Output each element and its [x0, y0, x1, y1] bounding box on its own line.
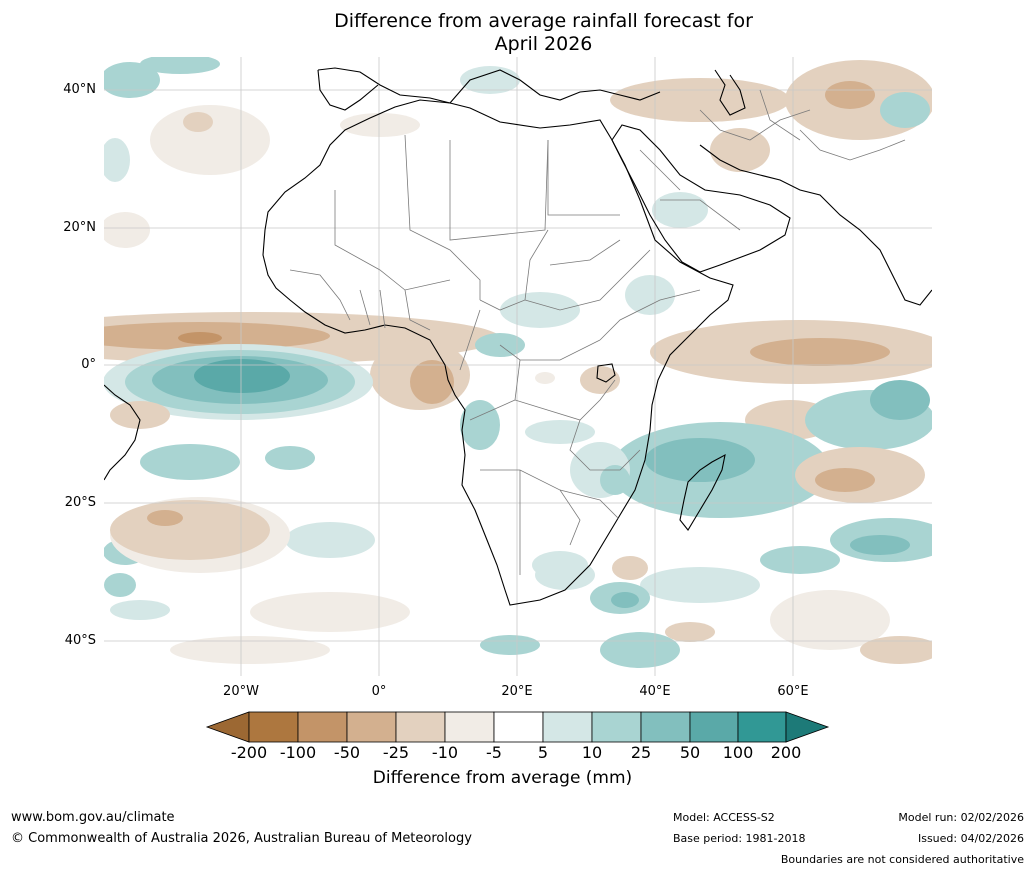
lon-label-40e: 40°E	[639, 684, 671, 699]
footer-disclaimer: Boundaries are not considered authoritat…	[780, 853, 1024, 866]
colorbar	[205, 711, 830, 743]
footer-copyright: © Commonwealth of Australia 2026, Austra…	[11, 831, 472, 846]
colorbar-tick-label: -25	[382, 743, 410, 762]
lat-label-20s: 20°S	[64, 495, 96, 510]
lat-label-20n: 20°N	[63, 220, 96, 235]
footer-base-period: Base period: 1981-2018	[673, 832, 806, 845]
footer-url[interactable]: www.bom.gov.au/climate	[11, 810, 175, 825]
colorbar-bin	[640, 711, 691, 743]
country-borders	[289, 89, 906, 575]
colorbar-bin	[493, 711, 544, 743]
colorbar-bin	[444, 711, 495, 743]
lon-label-0: 0°	[371, 684, 387, 699]
colorbar-tick-label: 50	[679, 743, 701, 762]
colorbar-tick-label: 5	[537, 743, 549, 762]
chart-title-line-2: April 2026	[494, 33, 593, 55]
rainfall-anomaly-field	[104, 57, 932, 668]
footer-issued: Issued: 04/02/2026	[917, 832, 1024, 845]
chart-title-line-1: Difference from average rainfall forecas…	[334, 10, 753, 32]
colorbar-bin	[297, 711, 348, 743]
chart-title: Difference from average rainfall forecas…	[0, 10, 1035, 56]
europe-coastline	[317, 67, 661, 104]
lon-label-60e: 60°E	[777, 684, 809, 699]
south-america-coastline	[104, 384, 141, 481]
colorbar-tick-label: -200	[230, 743, 268, 762]
colorbar-tick-label: 100	[722, 743, 754, 762]
colorbar-tick-label: 25	[630, 743, 652, 762]
lat-label-equator: 0°	[81, 357, 96, 372]
colorbar-bin	[737, 711, 787, 743]
colorbar-tick-label: -50	[333, 743, 361, 762]
lat-label-40s: 40°S	[64, 633, 96, 648]
madagascar-coastline	[679, 453, 726, 531]
colorbar-bin	[689, 711, 739, 743]
map-graticule	[104, 57, 932, 676]
colorbar-tick-label: -10	[431, 743, 459, 762]
colorbar-min-extend	[205, 711, 250, 743]
lon-label-20w: 20°W	[223, 684, 259, 699]
colorbar-title-text: Difference from average (mm)	[372, 768, 633, 788]
footer-model: Model: ACCESS-S2	[673, 811, 775, 824]
lake-victoria	[596, 363, 616, 383]
colorbar-bin	[248, 711, 299, 743]
colorbar-bin	[395, 711, 446, 743]
lon-label-20e: 20°E	[501, 684, 533, 699]
arabia-coastline	[611, 124, 791, 273]
colorbar-max-extend	[785, 711, 830, 743]
lat-label-40n: 40°N	[63, 82, 96, 97]
colorbar-tick-label: 10	[581, 743, 603, 762]
colorbar-tick-label: -5	[486, 743, 502, 762]
iberia-coastline	[317, 69, 379, 111]
colorbar-title: Difference from average (mm)	[0, 768, 1035, 788]
caspian-coastline	[714, 69, 746, 116]
coastlines	[104, 67, 932, 606]
persian-gulf-coastline	[699, 144, 932, 306]
colorbar-bin	[346, 711, 397, 743]
colorbar-bin	[542, 711, 593, 743]
footer-model-run: Model run: 02/02/2026	[898, 811, 1024, 824]
colorbar-bin	[591, 711, 642, 743]
colorbar-tick-label: 200	[770, 743, 802, 762]
colorbar-tick-label: -100	[279, 743, 317, 762]
africa-coastline	[262, 99, 734, 606]
